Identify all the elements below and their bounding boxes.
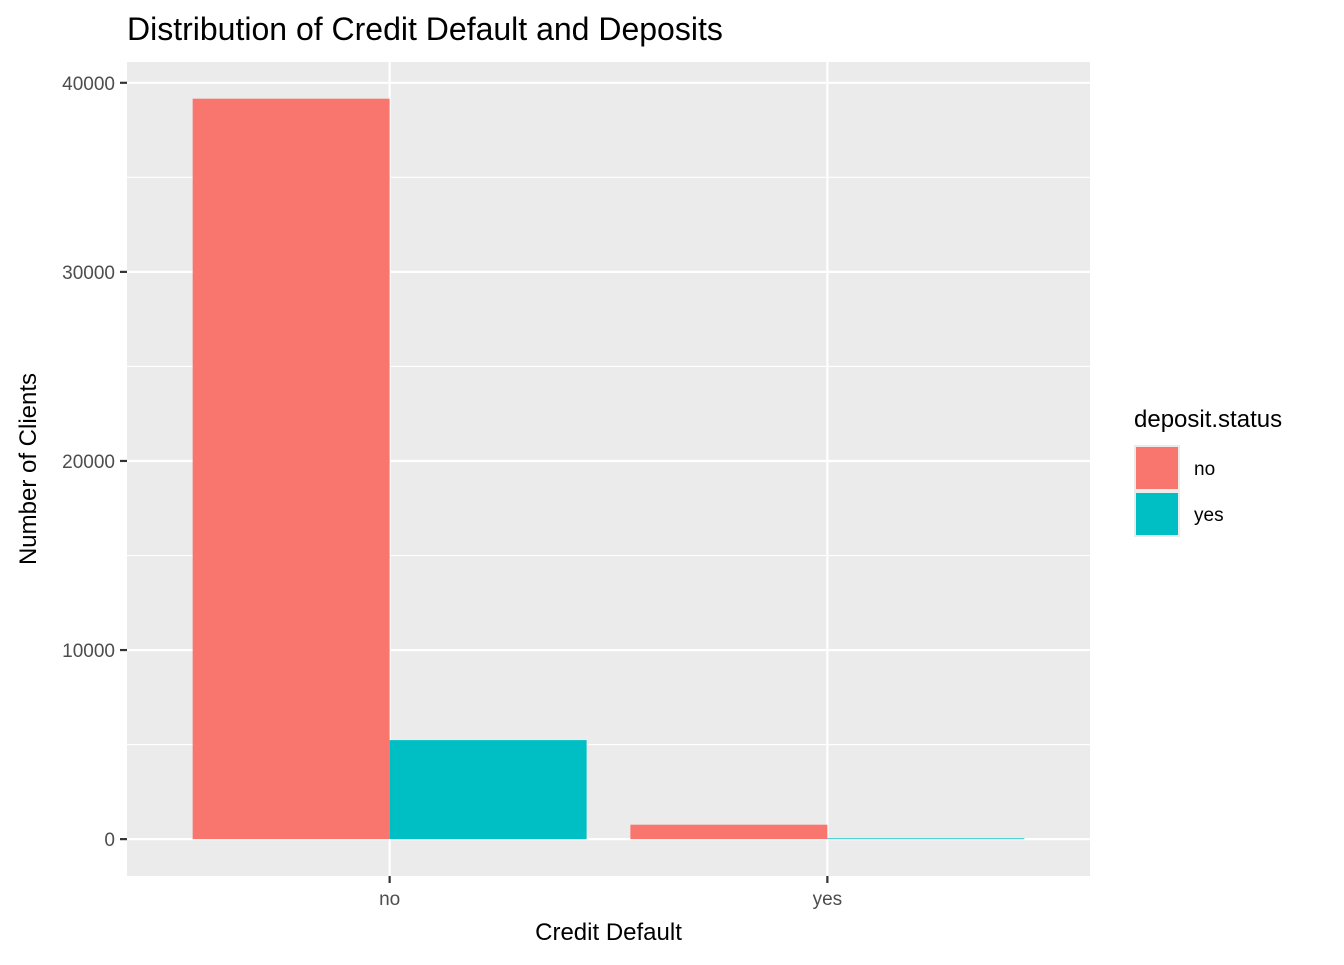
y-tick-label: 30000	[62, 263, 115, 284]
y-tick-label: 40000	[62, 74, 115, 95]
legend-swatch-yes	[1136, 493, 1178, 535]
bar-yes-no	[630, 824, 828, 840]
legend-label-no: no	[1194, 459, 1215, 480]
bar-no-no	[192, 98, 390, 840]
y-tick-label: 20000	[62, 452, 115, 473]
x-tick-label: yes	[813, 889, 843, 910]
y-axis-title: Number of Clients	[15, 373, 42, 565]
y-tick-label: 0	[104, 830, 115, 851]
x-tick-label: no	[379, 889, 400, 910]
legend-label-yes: yes	[1194, 505, 1224, 526]
legend-title: deposit.status	[1134, 406, 1282, 433]
y-axis: 0 10000 20000 30000 40000	[62, 74, 127, 851]
bar-no-yes	[389, 740, 587, 840]
legend-items: no yes	[1134, 445, 1224, 537]
bar-yes-yes	[827, 838, 1025, 840]
bars	[192, 98, 1025, 840]
x-axis: no yes	[379, 876, 842, 910]
x-axis-title: Credit Default	[535, 919, 682, 946]
y-tick-label: 10000	[62, 641, 115, 662]
legend-swatch-no	[1136, 447, 1178, 489]
legend: deposit.status no yes	[1134, 406, 1282, 537]
chart-title: Distribution of Credit Default and Depos…	[127, 11, 723, 47]
